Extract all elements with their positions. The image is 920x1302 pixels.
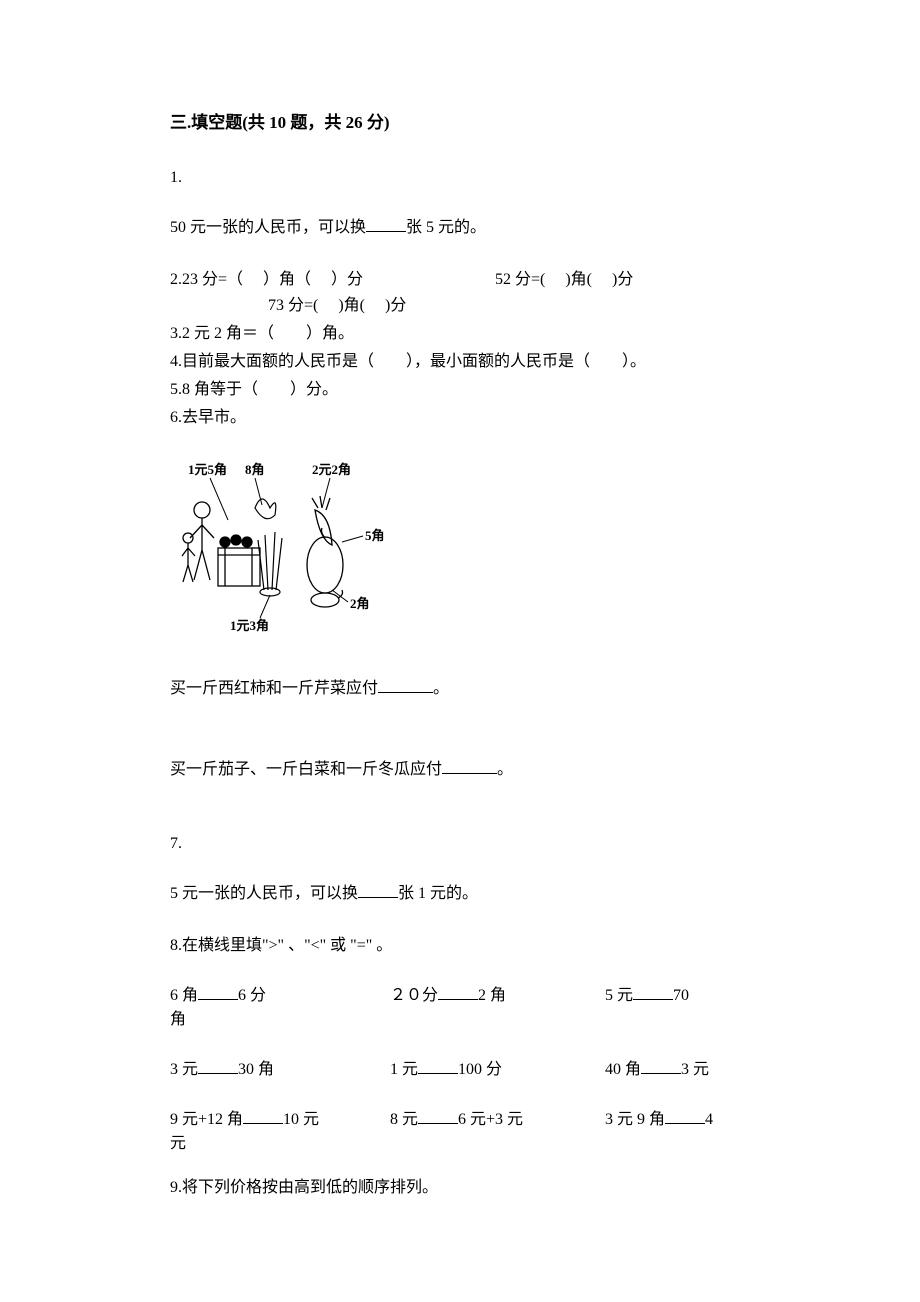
text: 40 角 [605,1061,641,1078]
q1-text-a: 50 元一张的人民币，可以换 [170,219,366,236]
text: 3 元 [681,1061,709,1078]
q9-text: 9.将下列价格按由高到低的顺序排列。 [170,1179,438,1196]
q6-sub-b-pre: 买一斤茄子、一斤白菜和一斤冬瓜应付 [170,761,442,778]
q1-body: 50 元一张的人民币，可以换 张 5 元的。 [170,214,750,240]
q7-text-b: 张 1 元的。 [398,885,478,902]
question-7: 7. 5 元一张的人民币，可以换 张 1 元的。 [170,832,750,906]
label-celery: 1元3角 [230,618,269,633]
question-9: 9.将下列价格按由高到低的顺序排列。 [170,1176,750,1200]
text: 5 元 [605,987,633,1004]
q6-sub-a: 买一斤西红柿和一斤芹菜应付 。 [170,675,750,701]
label-cabbage: 8角 [245,462,265,477]
q8-r2b: 1 元 100 分 [390,1056,605,1082]
question-3: 3.2 元 2 角＝（ ）角。 [170,322,750,346]
text: 10 元 [283,1111,319,1128]
text: 1 元 [390,1061,418,1078]
text: 2 角 [478,987,506,1004]
question-8: 8.在横线里填">" 、"<" 或 "=" 。 6 角 6 分 ２０分 2 角 5 … [170,934,750,1156]
text: 3 元 9 角 [605,1111,665,1128]
q8-r1c-wrap: 角 [170,1008,750,1032]
text: 3 元 [170,1061,198,1078]
q7-num: 7. [170,832,750,856]
market-illustration: 1元5角 8角 2元2角 5角 2角 1元3角 [170,460,400,635]
q8-r3a: 9 元+12 角 10 元 [170,1106,390,1132]
q6-num: 6.去早市。 [170,406,750,430]
q8-r1b: ２０分 2 角 [390,982,605,1008]
q8-header: 8.在横线里填">" 、"<" 或 "=" 。 [170,934,750,958]
q6-sub-a-pre: 买一斤西红柿和一斤芹菜应付 [170,680,378,697]
q8-r3b: 8 元 6 元+3 元 [390,1106,605,1132]
fill-blank[interactable] [198,1056,238,1074]
text: ２０分 [390,987,438,1004]
market-svg: 1元5角 8角 2元2角 5角 2角 1元3角 [170,460,400,635]
q2-part-a: 2.23 分=（ ）角（ ）分 [170,268,495,292]
question-1: 1. 50 元一张的人民币，可以换 张 5 元的。 [170,166,750,240]
q7-text-a: 5 元一张的人民币，可以换 [170,885,358,902]
question-6: 6.去早市。 1元5角 8角 2元2角 5角 2角 1元3角 [170,406,750,782]
q8-r2c: 40 角 3 元 [605,1056,750,1082]
text: 8 元 [390,1111,418,1128]
text: 6 分 [238,987,266,1004]
label-tomato: 1元5角 [188,462,227,477]
fill-blank[interactable] [665,1106,705,1124]
q8-r1a: 6 角 6 分 [170,982,390,1008]
section-header: 三.填空题(共 10 题，共 26 分) [170,110,750,136]
fill-blank[interactable] [418,1106,458,1124]
text: 100 分 [458,1061,502,1078]
label-carrot: 2元2角 [312,462,351,477]
question-2: 2.23 分=（ ）角（ ）分 52 分=( )角( )分 73 分=( )角(… [170,268,750,318]
fill-blank[interactable] [418,1056,458,1074]
text: 70 [673,987,689,1004]
q8-r1c: 5 元 70 [605,982,750,1008]
q8-r3c-wrap: 元 [170,1132,750,1156]
q2-part-b: 52 分=( )角( )分 [495,268,633,292]
q6-sub-a-post: 。 [433,680,449,697]
q6-sub-b: 买一斤茄子、一斤白菜和一斤冬瓜应付 。 [170,756,750,782]
fill-blank[interactable] [442,756,497,774]
q8-r3c: 3 元 9 角 4 [605,1106,750,1132]
text: 30 角 [238,1061,274,1078]
text: 6 角 [170,987,198,1004]
q1-num: 1. [170,166,750,190]
q2-part-c: 73 分=( )角( )分 [268,297,406,314]
fill-blank[interactable] [366,214,406,232]
q8-r2a: 3 元 30 角 [170,1056,390,1082]
q6-sub-b-post: 。 [497,761,513,778]
fill-blank[interactable] [198,982,238,1000]
q4-text: 4.目前最大面额的人民币是（ ），最小面额的人民币是（ ）。 [170,353,646,370]
text: 9 元+12 角 [170,1111,243,1128]
q3-text: 3.2 元 2 角＝（ ）角。 [170,325,354,342]
text: 4 [705,1111,713,1128]
label-eggplant: 2角 [350,596,370,611]
label-unknown: 5角 [365,528,385,543]
fill-blank[interactable] [641,1056,681,1074]
fill-blank[interactable] [378,675,433,693]
question-4: 4.目前最大面额的人民币是（ ），最小面额的人民币是（ ）。 [170,350,750,374]
q7-body: 5 元一张的人民币，可以换 张 1 元的。 [170,880,750,906]
fill-blank[interactable] [438,982,478,1000]
question-5: 5.8 角等于（ ）分。 [170,378,750,402]
fill-blank[interactable] [243,1106,283,1124]
q5-text: 5.8 角等于（ ）分。 [170,381,338,398]
fill-blank[interactable] [358,880,398,898]
q1-text-b: 张 5 元的。 [406,219,486,236]
text: 6 元+3 元 [458,1111,523,1128]
fill-blank[interactable] [633,982,673,1000]
